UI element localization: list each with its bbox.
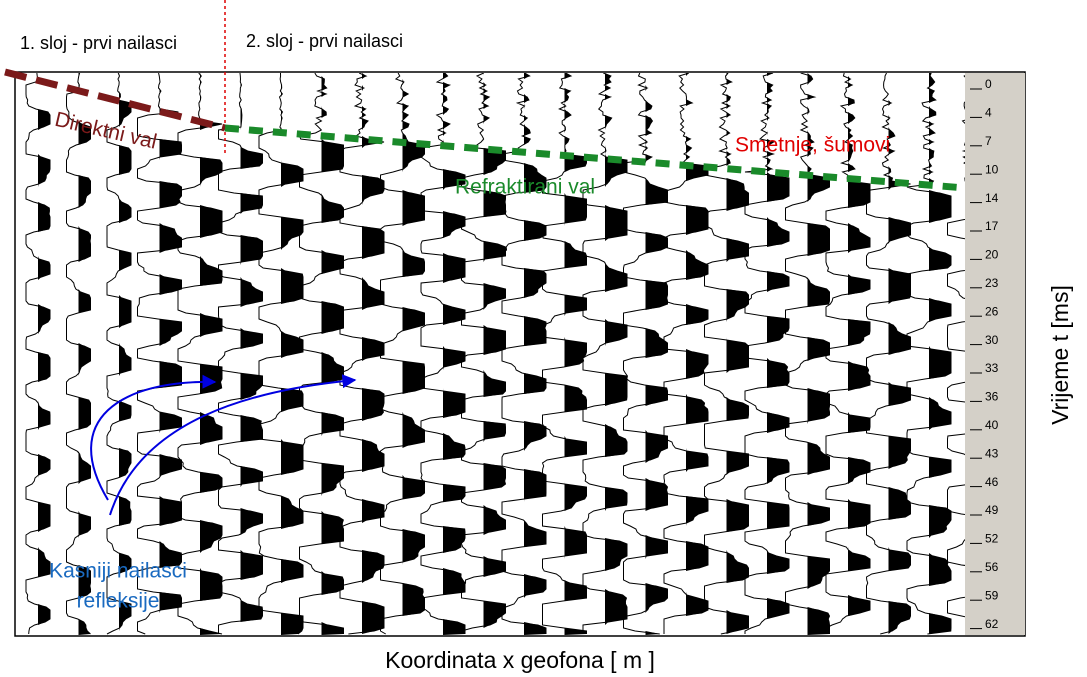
scale-label: 26 — [985, 304, 999, 318]
trace-fill — [362, 73, 384, 635]
arrow — [109, 374, 357, 516]
trace-fill — [321, 73, 344, 635]
trace-line — [703, 73, 749, 635]
scale-label: 49 — [985, 503, 999, 517]
scale-label: 36 — [985, 390, 999, 404]
trace-line — [177, 73, 223, 635]
trace-line — [744, 73, 790, 634]
plot-frame — [14, 71, 1026, 637]
trace-line — [339, 73, 385, 635]
y-axis-label: Vrijeme t [ms] — [1047, 285, 1073, 425]
scale-label: 7 — [985, 134, 992, 148]
trace-fill — [767, 73, 789, 635]
trace-fill — [240, 73, 263, 635]
noise-label: Smetnje, šumovi — [735, 134, 890, 157]
trace-fill — [645, 73, 668, 635]
scale-label: 33 — [985, 361, 999, 375]
scale-label: 62 — [985, 617, 999, 631]
trace-fill — [848, 73, 870, 635]
seismic-traces — [25, 73, 965, 635]
trace-line — [218, 73, 263, 634]
time-scale: 0 4 7 10 14 17 20 23 26 30 33 36 40 43 46 49 52 56 59 62 — [970, 77, 999, 631]
trace-line — [25, 73, 51, 635]
scale-label: 52 — [985, 532, 999, 546]
trace-fill — [402, 73, 425, 635]
scale-label: 43 — [985, 446, 999, 460]
trace-line — [541, 73, 587, 634]
scale-label: 56 — [985, 560, 999, 574]
scale-label: 59 — [985, 588, 999, 602]
reflections-label: Kasniji nailasci — [49, 560, 187, 583]
trace-fill — [888, 73, 911, 635]
trace-line — [461, 73, 507, 634]
time-scale-bar — [965, 73, 1025, 635]
trace-line — [298, 73, 344, 634]
trace-line — [106, 73, 132, 635]
scale-label: 46 — [985, 475, 999, 489]
trace-fill — [200, 73, 222, 635]
scale-label: 40 — [985, 418, 999, 432]
trace-line — [906, 73, 952, 635]
trace-line — [258, 73, 304, 635]
trace-line — [420, 73, 466, 634]
layer1-label: 1. sloj - prvi nailasci — [20, 33, 177, 53]
scale-label: 4 — [985, 106, 992, 120]
scale-label: 30 — [985, 333, 999, 347]
trace-line — [947, 75, 965, 618]
scale-label: 14 — [985, 191, 999, 205]
trace-fill — [524, 73, 546, 635]
trace-line — [582, 73, 628, 634]
layer2-label: 2. sloj - prvi nailasci — [246, 31, 403, 51]
scale-label: 10 — [985, 162, 999, 176]
trace-line — [66, 73, 91, 635]
trace-line — [137, 73, 182, 635]
trace-fill — [807, 73, 830, 635]
trace-line — [380, 73, 425, 635]
reflections-label: refleksije — [77, 590, 160, 613]
trace-fill — [686, 73, 708, 635]
trace-fill — [726, 73, 749, 635]
trace-fill — [119, 73, 131, 635]
trace-line — [865, 73, 911, 635]
trace-fill — [605, 73, 627, 635]
direct-wave-line — [4, 68, 226, 132]
scale-label: 17 — [985, 219, 999, 233]
scale-label: 0 — [985, 77, 992, 91]
trace-fill — [929, 73, 951, 635]
trace-line — [623, 73, 669, 635]
refracted-wave-label: Refraktirani val — [455, 176, 595, 199]
scale-label: 20 — [985, 248, 999, 262]
trace-line — [501, 73, 547, 634]
trace-fill — [483, 73, 506, 635]
trace-fill — [564, 73, 587, 635]
scale-label: 23 — [985, 276, 999, 290]
refracted-wave-line — [224, 124, 966, 192]
trace-line — [825, 73, 871, 634]
x-axis-label: Koordinata x geofona [ m ] — [385, 647, 655, 673]
trace-fill — [78, 73, 91, 635]
trace-line — [785, 73, 831, 634]
arrow — [90, 374, 217, 501]
